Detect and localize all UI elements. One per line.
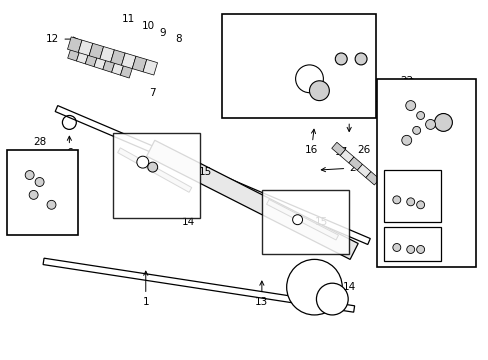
Circle shape: [47, 201, 56, 209]
Text: 16: 16: [304, 129, 318, 155]
Bar: [383, 170, 441, 222]
Polygon shape: [121, 53, 136, 69]
Text: 26: 26: [357, 145, 370, 155]
Polygon shape: [232, 37, 346, 97]
Polygon shape: [94, 56, 106, 69]
Circle shape: [401, 135, 411, 145]
Circle shape: [309, 81, 328, 100]
Circle shape: [35, 177, 44, 186]
Polygon shape: [340, 150, 353, 163]
Text: 7: 7: [149, 88, 156, 98]
Circle shape: [412, 126, 420, 134]
Text: 22: 22: [401, 78, 414, 88]
Text: 28: 28: [33, 137, 46, 147]
Text: 2: 2: [321, 163, 355, 173]
Polygon shape: [266, 199, 338, 240]
Bar: [7, 150, 78, 235]
Text: 30: 30: [321, 61, 350, 71]
Polygon shape: [76, 51, 88, 64]
Text: 14: 14: [182, 217, 195, 227]
Polygon shape: [120, 65, 132, 78]
Text: 18: 18: [357, 94, 384, 104]
Text: 4: 4: [432, 105, 439, 116]
Text: 17: 17: [334, 147, 347, 157]
Text: 15: 15: [314, 217, 327, 227]
Polygon shape: [89, 43, 103, 59]
Circle shape: [416, 246, 424, 253]
Polygon shape: [331, 142, 345, 156]
Polygon shape: [365, 172, 379, 185]
Circle shape: [292, 215, 302, 225]
Text: 20: 20: [360, 28, 373, 38]
Text: 21: 21: [387, 207, 406, 217]
Text: 19: 19: [330, 26, 343, 47]
Text: 5: 5: [287, 18, 295, 28]
Text: 12: 12: [46, 34, 77, 44]
Text: 10: 10: [142, 21, 155, 31]
Bar: [383, 227, 441, 261]
Bar: [262, 190, 348, 255]
Circle shape: [316, 283, 347, 315]
Text: 23: 23: [416, 249, 429, 260]
Text: 24: 24: [446, 195, 468, 205]
Polygon shape: [85, 54, 97, 67]
Polygon shape: [111, 62, 123, 75]
Polygon shape: [118, 148, 191, 192]
Polygon shape: [100, 46, 114, 62]
Circle shape: [406, 246, 414, 253]
Circle shape: [392, 196, 400, 204]
Circle shape: [425, 120, 435, 129]
Text: 3: 3: [401, 116, 415, 126]
Polygon shape: [102, 59, 115, 72]
Circle shape: [137, 156, 148, 168]
Polygon shape: [348, 157, 362, 170]
Text: 1: 1: [142, 271, 149, 307]
Text: 9: 9: [159, 28, 165, 38]
Text: 14: 14: [342, 282, 355, 292]
Circle shape: [147, 162, 157, 172]
Text: 25: 25: [440, 125, 468, 135]
Circle shape: [406, 198, 414, 206]
Circle shape: [295, 65, 323, 93]
Circle shape: [416, 112, 424, 120]
Polygon shape: [67, 48, 80, 61]
Text: 15: 15: [198, 167, 211, 177]
Circle shape: [354, 53, 366, 65]
Text: 13: 13: [255, 281, 268, 307]
Text: 8: 8: [175, 34, 182, 44]
Circle shape: [335, 53, 346, 65]
Polygon shape: [78, 40, 93, 56]
Polygon shape: [43, 258, 354, 312]
Circle shape: [392, 243, 400, 251]
Text: 27: 27: [342, 108, 355, 131]
Text: 11: 11: [122, 14, 135, 24]
Text: 22: 22: [400, 76, 422, 87]
Bar: [376, 79, 475, 267]
Polygon shape: [143, 59, 157, 75]
Circle shape: [25, 171, 34, 180]
Polygon shape: [110, 50, 125, 66]
Circle shape: [286, 260, 342, 315]
Text: 6: 6: [66, 136, 73, 158]
Text: 29: 29: [264, 84, 278, 94]
Circle shape: [434, 113, 451, 131]
Circle shape: [416, 201, 424, 209]
Polygon shape: [55, 105, 369, 244]
Bar: [113, 133, 200, 218]
Polygon shape: [146, 140, 357, 260]
Polygon shape: [67, 37, 82, 53]
Circle shape: [29, 190, 38, 199]
Circle shape: [405, 100, 415, 111]
Polygon shape: [132, 56, 146, 72]
Polygon shape: [357, 164, 370, 177]
Bar: [222, 14, 375, 118]
